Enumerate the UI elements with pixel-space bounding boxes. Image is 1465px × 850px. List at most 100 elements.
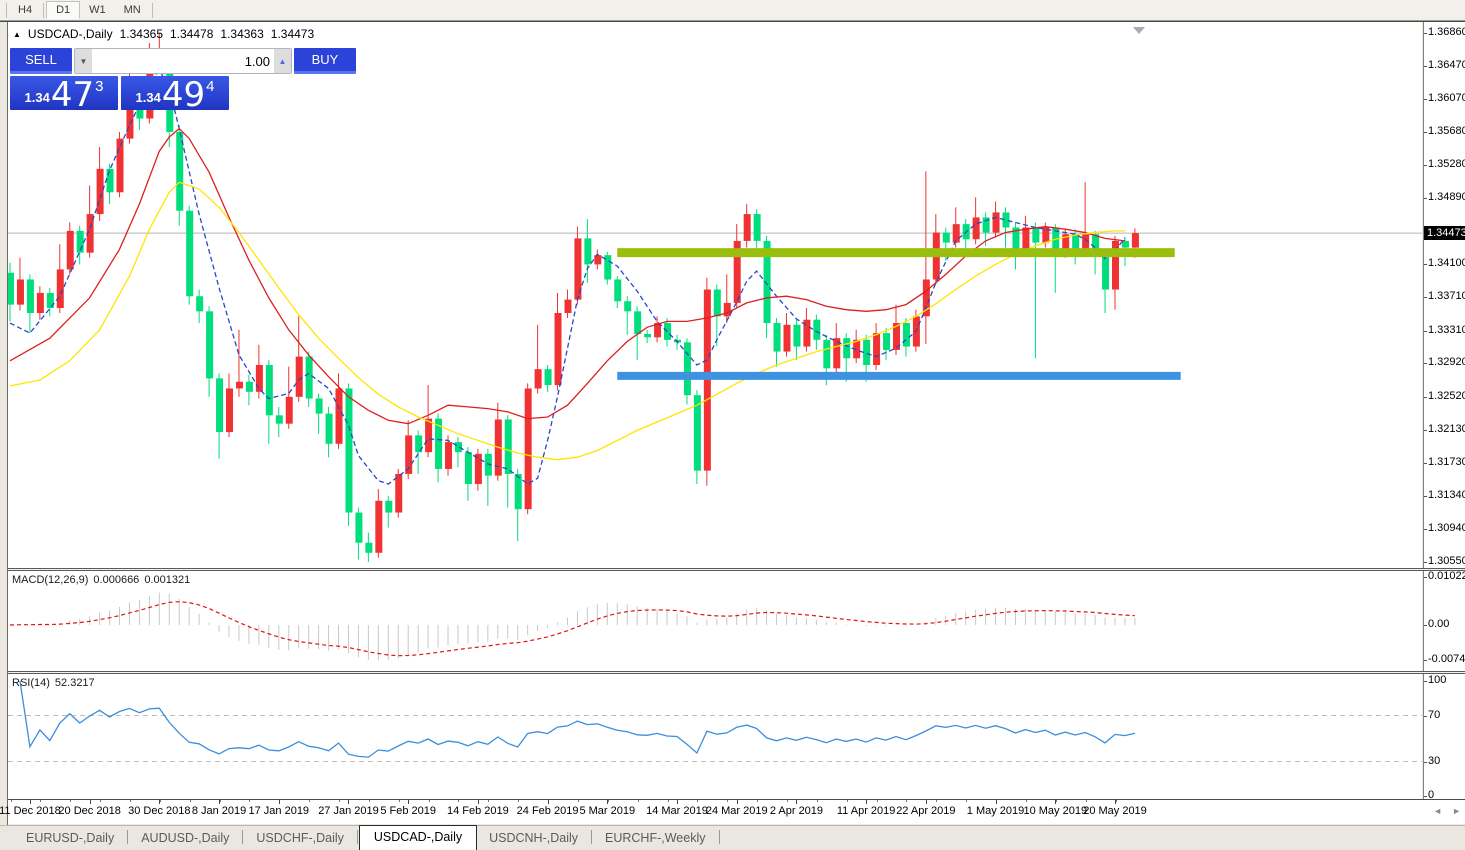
date-tick-label: 1 May 2019 [966, 805, 1025, 817]
symbol-tab-eurusd[interactable]: EURUSD-,Daily [26, 831, 115, 845]
time-tick [796, 800, 798, 804]
time-tick [547, 800, 549, 804]
price-tick-label: 1.36470 [1428, 58, 1465, 71]
time-minor-tick [727, 800, 729, 802]
macd-label-row: MACD(12,26,9) 0.000666 0.001321 [12, 574, 195, 586]
buy-button[interactable]: BUY [294, 48, 356, 74]
date-tick-label: 22 Apr 2019 [896, 805, 956, 817]
rsi-tick [1424, 761, 1427, 763]
rsi-panel[interactable]: RSI(14) 52.3217 [8, 674, 1422, 799]
main-chart-panel[interactable]: ▲ USDCAD-,Daily 1.34365 1.34478 1.34363 … [8, 22, 1422, 568]
time-minor-tick [548, 800, 550, 802]
toolbar-separator [151, 2, 153, 18]
date-tick-label: 8 Jan 2019 [191, 805, 247, 817]
time-minor-tick [70, 800, 72, 802]
tab-separator [356, 830, 358, 844]
date-tick-label: 30 Dec 2018 [128, 805, 191, 817]
sell-button[interactable]: SELL [10, 48, 72, 74]
symbol-tab-usdcnh[interactable]: USDCNH-,Daily [489, 831, 579, 845]
symbol-tab-eurchf[interactable]: EURCHF-,Weekly [605, 831, 706, 845]
tab-separator [718, 830, 720, 844]
chart-symbol-label: USDCAD-,Daily [27, 27, 113, 41]
chart-top-border [0, 21, 1465, 22]
scroll-left-icon[interactable]: ◄ [1433, 806, 1443, 816]
horizontal-scroll-controls: ◄ ► [1433, 806, 1461, 816]
time-minor-tick [398, 800, 400, 802]
sell-price-sup: 3 [95, 78, 104, 95]
macd-tick [1424, 577, 1427, 578]
macd-panel[interactable]: MACD(12,26,9) 0.000666 0.001321 [8, 571, 1422, 671]
price-tick-label: 1.32920 [1428, 356, 1465, 369]
price-tick-label: 1.36070 [1428, 92, 1465, 105]
symbol-tab-usdchf[interactable]: USDCHF-,Daily [256, 831, 344, 845]
time-minor-tick [906, 800, 908, 802]
sell-price-prefix: 1.34 [24, 90, 50, 105]
symbol-tab-audusd[interactable]: AUDUSD-,Daily [141, 831, 230, 845]
current-price-tag: 1.34473 [1424, 226, 1465, 241]
date-tick-label: 11 Dec 2018 [0, 805, 61, 817]
time-tick [219, 800, 221, 804]
period-tab-d1[interactable]: D1 [46, 1, 81, 19]
time-tick [676, 800, 678, 804]
price-tick-label: 1.35280 [1428, 158, 1465, 171]
volume-decrease-button[interactable]: ▼ [75, 49, 92, 73]
quote-high: 1.34478 [170, 27, 214, 41]
period-tab-bar: H4 D1 W1 MN [0, 0, 1465, 21]
rsi-canvas[interactable] [8, 674, 1422, 799]
time-tick [866, 800, 868, 804]
macd-canvas[interactable] [8, 571, 1422, 671]
panel-separator[interactable] [8, 671, 1465, 674]
time-minor-tick [936, 800, 938, 802]
buy-price-sup: 4 [206, 78, 215, 95]
rsi-tick [1424, 796, 1427, 797]
time-minor-tick [577, 800, 579, 802]
time-minor-tick [846, 800, 848, 802]
macd-tick [1424, 660, 1427, 661]
time-minor-tick [10, 800, 12, 802]
time-minor-tick [667, 800, 669, 802]
time-minor-tick [339, 800, 340, 802]
period-tab-h4[interactable]: H4 [18, 4, 33, 16]
price-tick [1424, 65, 1427, 67]
volume-increase-button[interactable]: ▲ [274, 49, 291, 73]
tab-separator [591, 830, 593, 844]
time-minor-tick [697, 800, 699, 802]
time-minor-tick [876, 800, 878, 802]
time-minor-tick [100, 800, 102, 802]
time-tick [278, 800, 280, 804]
time-tick [1115, 800, 1116, 804]
date-tick-label: 14 Feb 2019 [446, 805, 509, 817]
price-tick-label: 1.33710 [1428, 290, 1465, 303]
time-minor-tick [428, 800, 430, 802]
period-tab-w1[interactable]: W1 [89, 4, 106, 16]
price-tick-label: 1.32520 [1428, 389, 1465, 402]
chart-shift-marker-icon[interactable] [1133, 27, 1145, 34]
buy-price-box[interactable]: 1.34 49 4 [121, 76, 229, 112]
scroll-right-icon[interactable]: ► [1452, 806, 1461, 816]
time-minor-tick [996, 800, 998, 802]
time-tick [1055, 800, 1057, 804]
price-tick [1424, 99, 1427, 101]
date-tick-label: 11 Apr 2019 [836, 805, 896, 817]
time-minor-tick [279, 800, 281, 802]
symbol-tab-usdcad[interactable]: USDCAD-,Daily [358, 825, 478, 850]
time-minor-tick [607, 800, 609, 802]
time-tick [159, 800, 161, 804]
time-minor-tick [1055, 800, 1057, 802]
panel-separator[interactable] [8, 568, 1465, 571]
macd-tick [1424, 624, 1427, 626]
sell-price-big: 47 [50, 74, 95, 115]
period-tab-mn[interactable]: MN [123, 4, 141, 16]
price-axis: 1.34473 1.36860 1.36470 1.36070 1.35680 1.35… [1423, 22, 1465, 568]
volume-input[interactable] [92, 49, 274, 73]
quote-close: 1.34473 [270, 27, 315, 41]
time-minor-tick [309, 800, 311, 802]
macd-axis-label: 0.010229 [1428, 571, 1465, 582]
time-tick [736, 800, 738, 804]
sell-price-box[interactable]: 1.34 47 3 [10, 74, 118, 115]
time-tick [995, 800, 997, 804]
time-minor-tick [458, 800, 460, 802]
rsi-tick [1424, 715, 1427, 717]
quote-open: 1.34365 [119, 27, 163, 41]
